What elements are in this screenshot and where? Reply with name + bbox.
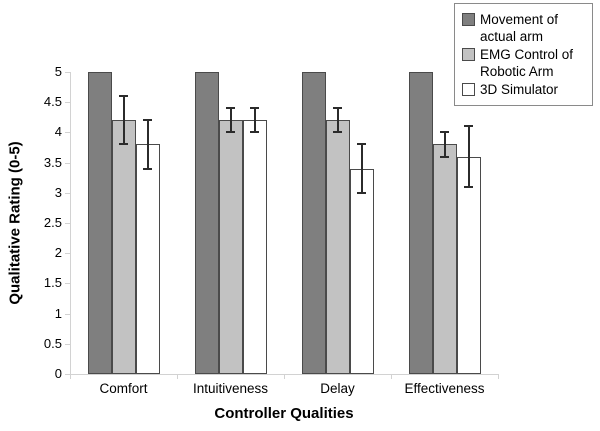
x-tick-mark — [498, 375, 499, 379]
error-bar-line — [443, 132, 446, 157]
y-tick-mark — [65, 223, 70, 224]
error-bar-cap-bottom — [226, 131, 235, 134]
y-tick-mark — [65, 253, 70, 255]
error-bar-cap-top — [333, 107, 342, 110]
bar-comfort-series2 — [111, 120, 136, 374]
y-tick-label: 3 — [54, 184, 62, 200]
legend-swatch-icon — [462, 48, 475, 61]
error-bar-line — [336, 108, 339, 133]
error-bar-line — [146, 120, 149, 169]
legend-item: EMG Control of Robotic Arm — [462, 46, 588, 80]
legend-item: 3D Simulator — [462, 81, 588, 98]
y-tick-label: 5 — [54, 64, 62, 79]
error-bar-cap-bottom — [250, 131, 259, 134]
legend-label: Movement of actual arm — [480, 12, 559, 44]
y-tick-mark — [65, 132, 70, 134]
y-axis-line — [70, 72, 71, 375]
y-tick-mark — [65, 102, 70, 104]
error-bar-line — [467, 126, 470, 187]
x-tick-mark — [177, 375, 178, 379]
error-bar-cap-bottom — [440, 155, 449, 158]
x-axis-title: Controller Qualities — [214, 405, 354, 422]
y-tick-mark — [65, 192, 70, 194]
x-tick-mark — [284, 375, 285, 379]
error-bar-cap-top — [226, 107, 235, 110]
plot-area — [70, 72, 498, 374]
legend-label: EMG Control of Robotic Arm — [480, 47, 574, 79]
x-category-label: Delay — [320, 381, 355, 396]
bar-delay-series2 — [325, 120, 350, 374]
error-bar-cap-bottom — [143, 167, 152, 170]
bar-delay-series3 — [349, 168, 374, 374]
y-tick-mark — [65, 343, 70, 345]
error-bar-cap-bottom — [333, 131, 342, 134]
error-bar-cap-top — [440, 131, 449, 134]
error-bar-cap-bottom — [119, 143, 128, 146]
y-tick-label: 4 — [54, 124, 62, 140]
error-bar-cap-top — [143, 119, 152, 122]
bar-intuitiveness-series3 — [242, 120, 267, 374]
bar-effectiveness-series2 — [432, 144, 457, 374]
bar-effectiveness-series1 — [408, 72, 433, 374]
error-bar-line — [229, 108, 232, 133]
y-tick-mark — [65, 283, 70, 285]
legend-swatch-icon — [462, 83, 475, 96]
y-tick-label: 2.5 — [43, 215, 62, 230]
x-tick-mark — [391, 375, 392, 379]
y-tick-label: 0.5 — [43, 335, 62, 351]
bar-effectiveness-series3 — [456, 156, 481, 374]
y-tick-label: 3.5 — [43, 154, 62, 170]
legend-label: 3D Simulator — [480, 82, 559, 97]
x-category-label: Intuitiveness — [192, 381, 269, 396]
error-bar-cap-bottom — [464, 185, 473, 188]
legend-swatch-icon — [462, 13, 475, 26]
bar-comfort-series3 — [135, 144, 160, 374]
bar-comfort-series1 — [87, 72, 112, 374]
y-tick-mark — [65, 162, 70, 164]
legend: Movement of actual arm EMG Control of Rob… — [454, 3, 593, 106]
x-tick-mark — [70, 375, 71, 379]
y-tick-label: 1 — [54, 305, 62, 321]
x-category-label: Effectiveness — [404, 381, 485, 396]
y-tick-mark — [65, 72, 70, 73]
bar-delay-series1 — [301, 72, 326, 374]
x-axis-line — [70, 374, 499, 375]
error-bar-cap-bottom — [357, 191, 366, 194]
x-category-label: Comfort — [99, 381, 148, 396]
y-tick-label: 0 — [54, 366, 62, 381]
error-bar-line — [122, 96, 125, 145]
error-bar-line — [360, 144, 363, 193]
y-tick-mark — [65, 313, 70, 315]
legend-item: Movement of actual arm — [462, 11, 588, 45]
error-bar-cap-top — [250, 107, 259, 110]
error-bar-line — [253, 108, 256, 133]
y-tick-mark — [65, 374, 70, 375]
bar-intuitiveness-series2 — [218, 120, 243, 374]
error-bar-cap-top — [119, 95, 128, 98]
error-bar-cap-top — [464, 125, 473, 128]
error-bar-cap-top — [357, 143, 366, 146]
y-tick-label: 4.5 — [43, 94, 62, 110]
bar-intuitiveness-series1 — [194, 72, 219, 374]
y-tick-label: 1.5 — [43, 275, 62, 291]
y-tick-label: 2 — [54, 245, 62, 261]
